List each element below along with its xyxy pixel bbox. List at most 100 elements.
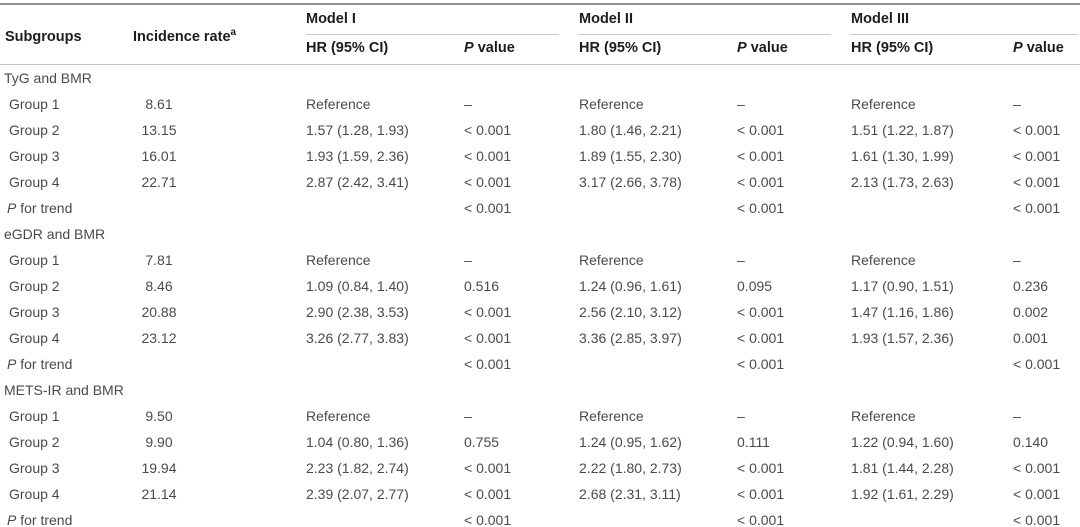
- hr-cell-model-3: [848, 507, 1010, 527]
- pvalue-cell-model-3: 0.236: [1013, 278, 1049, 294]
- table-row: Group 4 22.71 2.87 (2.42, 3.41) < 0.001 3.17…: [0, 169, 1080, 195]
- incidence-cell: 9.90: [145, 434, 173, 450]
- row-label: Group 4: [9, 174, 60, 190]
- table-row: Group 2 13.15 1.57 (1.28, 1.93) < 0.001 1.80…: [0, 117, 1080, 143]
- results-table: Subgroups Incidence ratea Model I Model …: [0, 3, 1080, 527]
- hr-cell-model-2: 3.17 (2.66, 3.78): [579, 174, 682, 190]
- pvalue-cell-model-2: –: [737, 96, 745, 112]
- subheader-row: HR (95% CI) P value HR (95% CI) P value …: [0, 35, 1080, 65]
- hr-cell-model-2: 2.56 (2.10, 3.12): [579, 304, 682, 320]
- table-row: Group 1 8.61 Reference – Reference – Reference…: [0, 91, 1080, 117]
- hr-cell-model-1: Reference: [306, 252, 371, 268]
- hr-cell-model-1: 2.90 (2.38, 3.53): [306, 304, 409, 320]
- pvalue-cell-model-1: < 0.001: [464, 174, 512, 190]
- row-label: P for trend: [7, 356, 73, 372]
- incidence-cell: 8.61: [145, 96, 173, 112]
- paper-table-region: Subgroups Incidence ratea Model I Model …: [0, 3, 1080, 527]
- incidence-cell: 9.50: [145, 408, 173, 424]
- pvalue-cell-model-2: < 0.001: [737, 122, 785, 138]
- table-row: Group 2 9.90 1.04 (0.80, 1.36) 0.755 1.24 (0…: [0, 429, 1080, 455]
- hr-cell-model-2: 2.68 (2.31, 3.11): [579, 486, 681, 502]
- pvalue-cell-model-1: –: [464, 252, 472, 268]
- pvalue-cell-model-1: < 0.001: [464, 512, 512, 527]
- table-row: P for trend < 0.001 < 0.001 < 0.001: [0, 351, 1080, 377]
- row-label: Group 1: [9, 252, 60, 268]
- col-header-hr-model-2: HR (95% CI): [579, 40, 662, 56]
- incidence-header-text: Incidence rate: [133, 29, 231, 45]
- hr-cell-model-2: 1.80 (1.46, 2.21): [579, 122, 682, 138]
- pvalue-cell-model-1: –: [464, 408, 472, 424]
- col-header-pvalue-model-1: P value: [464, 40, 515, 56]
- pvalue-cell-model-1: < 0.001: [464, 460, 512, 476]
- pvalue-cell-model-3: < 0.001: [1013, 174, 1061, 190]
- footnote-marker-a: a: [230, 27, 237, 39]
- hr-cell-model-1: Reference: [306, 96, 371, 112]
- section-title: METS-IR and BMR: [4, 382, 124, 398]
- pvalue-cell-model-1: 0.516: [464, 278, 500, 294]
- hr-cell-model-1: [303, 507, 461, 527]
- model-header-row: Subgroups Incidence ratea Model I Model …: [0, 4, 1080, 45]
- row-label: Group 4: [9, 330, 60, 346]
- pvalue-cell-model-3: –: [1013, 252, 1021, 268]
- pvalue-cell-model-1: < 0.001: [464, 200, 512, 216]
- hr-cell-model-1: 2.23 (1.82, 2.74): [306, 460, 409, 476]
- hr-cell-model-2: [576, 507, 734, 527]
- pvalue-cell-model-2: < 0.001: [737, 330, 785, 346]
- section-header-row: eGDR and BMR: [0, 221, 1080, 247]
- pvalue-cell-model-2: < 0.001: [737, 356, 785, 372]
- pvalue-cell-model-2: < 0.001: [737, 486, 785, 502]
- hr-cell-model-3: 2.13 (1.73, 2.63): [851, 174, 954, 190]
- col-header-model-2: Model II: [576, 4, 848, 35]
- hr-cell-model-2: 2.22 (1.80, 2.73): [579, 460, 682, 476]
- pvalue-cell-model-2: 0.095: [737, 278, 773, 294]
- pvalue-cell-model-3: < 0.001: [1013, 486, 1061, 502]
- pvalue-cell-model-2: –: [737, 252, 745, 268]
- incidence-cell: [130, 507, 303, 527]
- pvalue-cell-model-3: –: [1013, 408, 1021, 424]
- table-row: Group 4 23.12 3.26 (2.77, 3.83) < 0.001 3.36…: [0, 325, 1080, 351]
- pvalue-cell-model-3: < 0.001: [1013, 200, 1061, 216]
- table-body: TyG and BMR Group 1 8.61 Reference – Referenc…: [0, 65, 1080, 527]
- table-row: Group 3 19.94 2.23 (1.82, 2.74) < 0.001 2.22…: [0, 455, 1080, 481]
- hr-cell-model-3: Reference: [851, 252, 916, 268]
- table-row: Group 3 20.88 2.90 (2.38, 3.53) < 0.001 2.56…: [0, 299, 1080, 325]
- hr-cell-model-3: Reference: [851, 408, 916, 424]
- pvalue-cell-model-3: 0.002: [1013, 304, 1049, 320]
- hr-cell-model-1: 1.04 (0.80, 1.36): [306, 434, 409, 450]
- pvalue-cell-model-3: < 0.001: [1013, 460, 1061, 476]
- table-row: P for trend < 0.001 < 0.001 < 0.001: [0, 507, 1080, 527]
- incidence-cell: 19.94: [141, 460, 177, 476]
- pvalue-cell-model-1: –: [464, 96, 472, 112]
- hr-cell-model-3: Reference: [851, 96, 916, 112]
- hr-cell-model-2: 1.24 (0.96, 1.61): [579, 278, 682, 294]
- incidence-cell: [130, 195, 303, 221]
- section-title: TyG and BMR: [4, 70, 92, 86]
- row-label: Group 2: [9, 434, 60, 450]
- section-header-row: METS-IR and BMR: [0, 377, 1080, 403]
- row-label: Group 4: [9, 486, 60, 502]
- table-row: Group 2 8.46 1.09 (0.84, 1.40) 0.516 1.24 (0…: [0, 273, 1080, 299]
- hr-cell-model-2: [576, 195, 734, 221]
- col-header-hr-model-1: HR (95% CI): [306, 40, 389, 56]
- pvalue-cell-model-3: 0.140: [1013, 434, 1049, 450]
- incidence-cell: 8.46: [145, 278, 173, 294]
- hr-cell-model-1: 1.09 (0.84, 1.40): [306, 278, 409, 294]
- pvalue-cell-model-3: –: [1013, 96, 1021, 112]
- row-label: Group 2: [9, 122, 60, 138]
- hr-cell-model-3: [848, 195, 1010, 221]
- hr-cell-model-2: [576, 351, 734, 377]
- col-header-model-3: Model III: [848, 4, 1080, 35]
- row-label: Group 3: [9, 460, 60, 476]
- row-label: P for trend: [7, 512, 73, 527]
- hr-cell-model-1: 1.57 (1.28, 1.93): [306, 122, 409, 138]
- hr-cell-model-1: 2.39 (2.07, 2.77): [306, 486, 409, 502]
- pvalue-cell-model-2: < 0.001: [737, 148, 785, 164]
- hr-cell-model-1: 3.26 (2.77, 3.83): [306, 330, 409, 346]
- pvalue-cell-model-2: < 0.001: [737, 304, 785, 320]
- pvalue-cell-model-2: –: [737, 408, 745, 424]
- pvalue-cell-model-1: < 0.001: [464, 148, 512, 164]
- hr-cell-model-2: 1.24 (0.95, 1.62): [579, 434, 682, 450]
- row-label: Group 2: [9, 278, 60, 294]
- hr-cell-model-2: Reference: [579, 96, 644, 112]
- pvalue-cell-model-1: 0.755: [464, 434, 500, 450]
